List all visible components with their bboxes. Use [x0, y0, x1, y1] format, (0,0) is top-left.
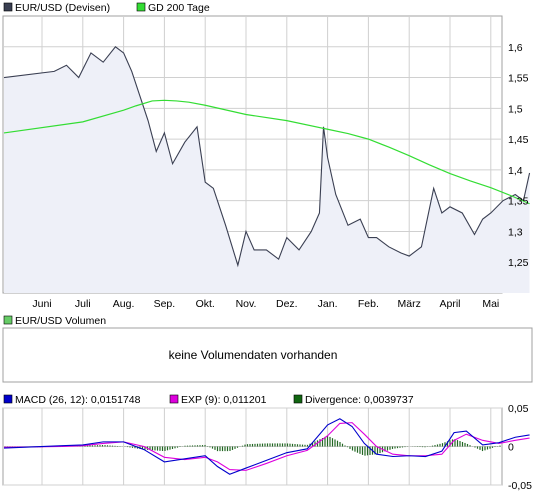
price-legend-swatch — [3, 2, 13, 12]
macd-panel: MACD (26, 12): 0,0151748 EXP (9): 0,0112… — [2, 394, 532, 492]
exp-series-line — [3, 422, 530, 471]
macd-y-axis: -0,05 0 0,05 — [508, 403, 532, 492]
price-y-tick-label: 1,35 — [508, 196, 529, 208]
volume-panel: EUR/USD Volumen keine Volumendaten vorha… — [2, 315, 533, 383]
price-y-tick-label: 1,6 — [508, 42, 523, 54]
price-x-tick-label: März — [398, 298, 421, 310]
price-y-tick-label: 1,25 — [508, 257, 529, 269]
volume-empty-message: keine Volumendaten vorhanden — [169, 348, 338, 362]
ma-legend-label: GD 200 Tage — [148, 2, 210, 14]
exp-legend-swatch — [169, 394, 179, 404]
price-area-fill — [4, 46, 530, 294]
price-x-tick-label: Aug. — [113, 298, 135, 310]
macd-series-line — [3, 418, 530, 475]
macd-legend-swatch — [3, 394, 13, 404]
price-y-tick-label: 1,3 — [508, 226, 523, 238]
price-x-tick-label: Juli — [75, 298, 91, 310]
price-x-tick-label: Sep. — [154, 298, 176, 310]
price-x-tick-label: Okt. — [196, 298, 215, 310]
price-x-tick-label: April — [439, 298, 460, 310]
price-legend-label: EUR/USD (Devisen) — [15, 2, 110, 14]
price-y-tick-label: 1,55 — [508, 73, 529, 85]
macd-y-tick-label: -0,05 — [508, 480, 532, 492]
volume-legend-label: EUR/USD Volumen — [15, 315, 106, 327]
price-x-axis: Juni Juli Aug. Sep. Okt. Nov. Dez. Jan. Feb. März… — [32, 298, 499, 310]
volume-panel-frame — [2, 327, 533, 383]
price-y-tick-label: 1,4 — [508, 165, 523, 177]
price-series-line — [3, 46, 531, 268]
divergence-legend-swatch — [293, 394, 303, 404]
price-y-axis: 1,25 1,3 1,35 1,4 1,45 1,5 1,55 1,6 — [508, 42, 529, 269]
price-panel: 1,25 1,3 1,35 1,4 1,45 1,5 1,55 1,6 Juni Juli Aug… — [2, 15, 531, 310]
ma-legend-swatch — [136, 2, 146, 12]
macd-legend: MACD (26, 12): 0,0151748 EXP (9): 0,0112… — [3, 394, 414, 406]
price-x-tick-label: Jan. — [318, 298, 338, 310]
macd-y-tick-label: 0,05 — [508, 403, 529, 415]
price-y-tick-label: 1,5 — [508, 103, 523, 115]
price-x-tick-label: Dez. — [276, 298, 298, 310]
price-y-tick-label: 1,45 — [508, 134, 529, 146]
divergence-bars — [4, 435, 501, 456]
price-legend: EUR/USD (Devisen) GD 200 Tage — [3, 2, 210, 14]
price-x-tick-label: Mai — [482, 298, 499, 310]
divergence-legend-label: Divergence: 0,0039737 — [305, 394, 414, 406]
ma-series-line — [3, 99, 530, 205]
exp-legend-label: EXP (9): 0,011201 — [181, 394, 267, 406]
price-x-tick-label: Nov. — [236, 298, 257, 310]
volume-legend-swatch — [3, 315, 13, 325]
price-x-tick-label: Juni — [32, 298, 51, 310]
macd-legend-label: MACD (26, 12): 0,0151748 — [15, 394, 141, 406]
price-x-tick-label: Feb. — [358, 298, 379, 310]
macd-y-tick-label: 0 — [508, 442, 514, 454]
